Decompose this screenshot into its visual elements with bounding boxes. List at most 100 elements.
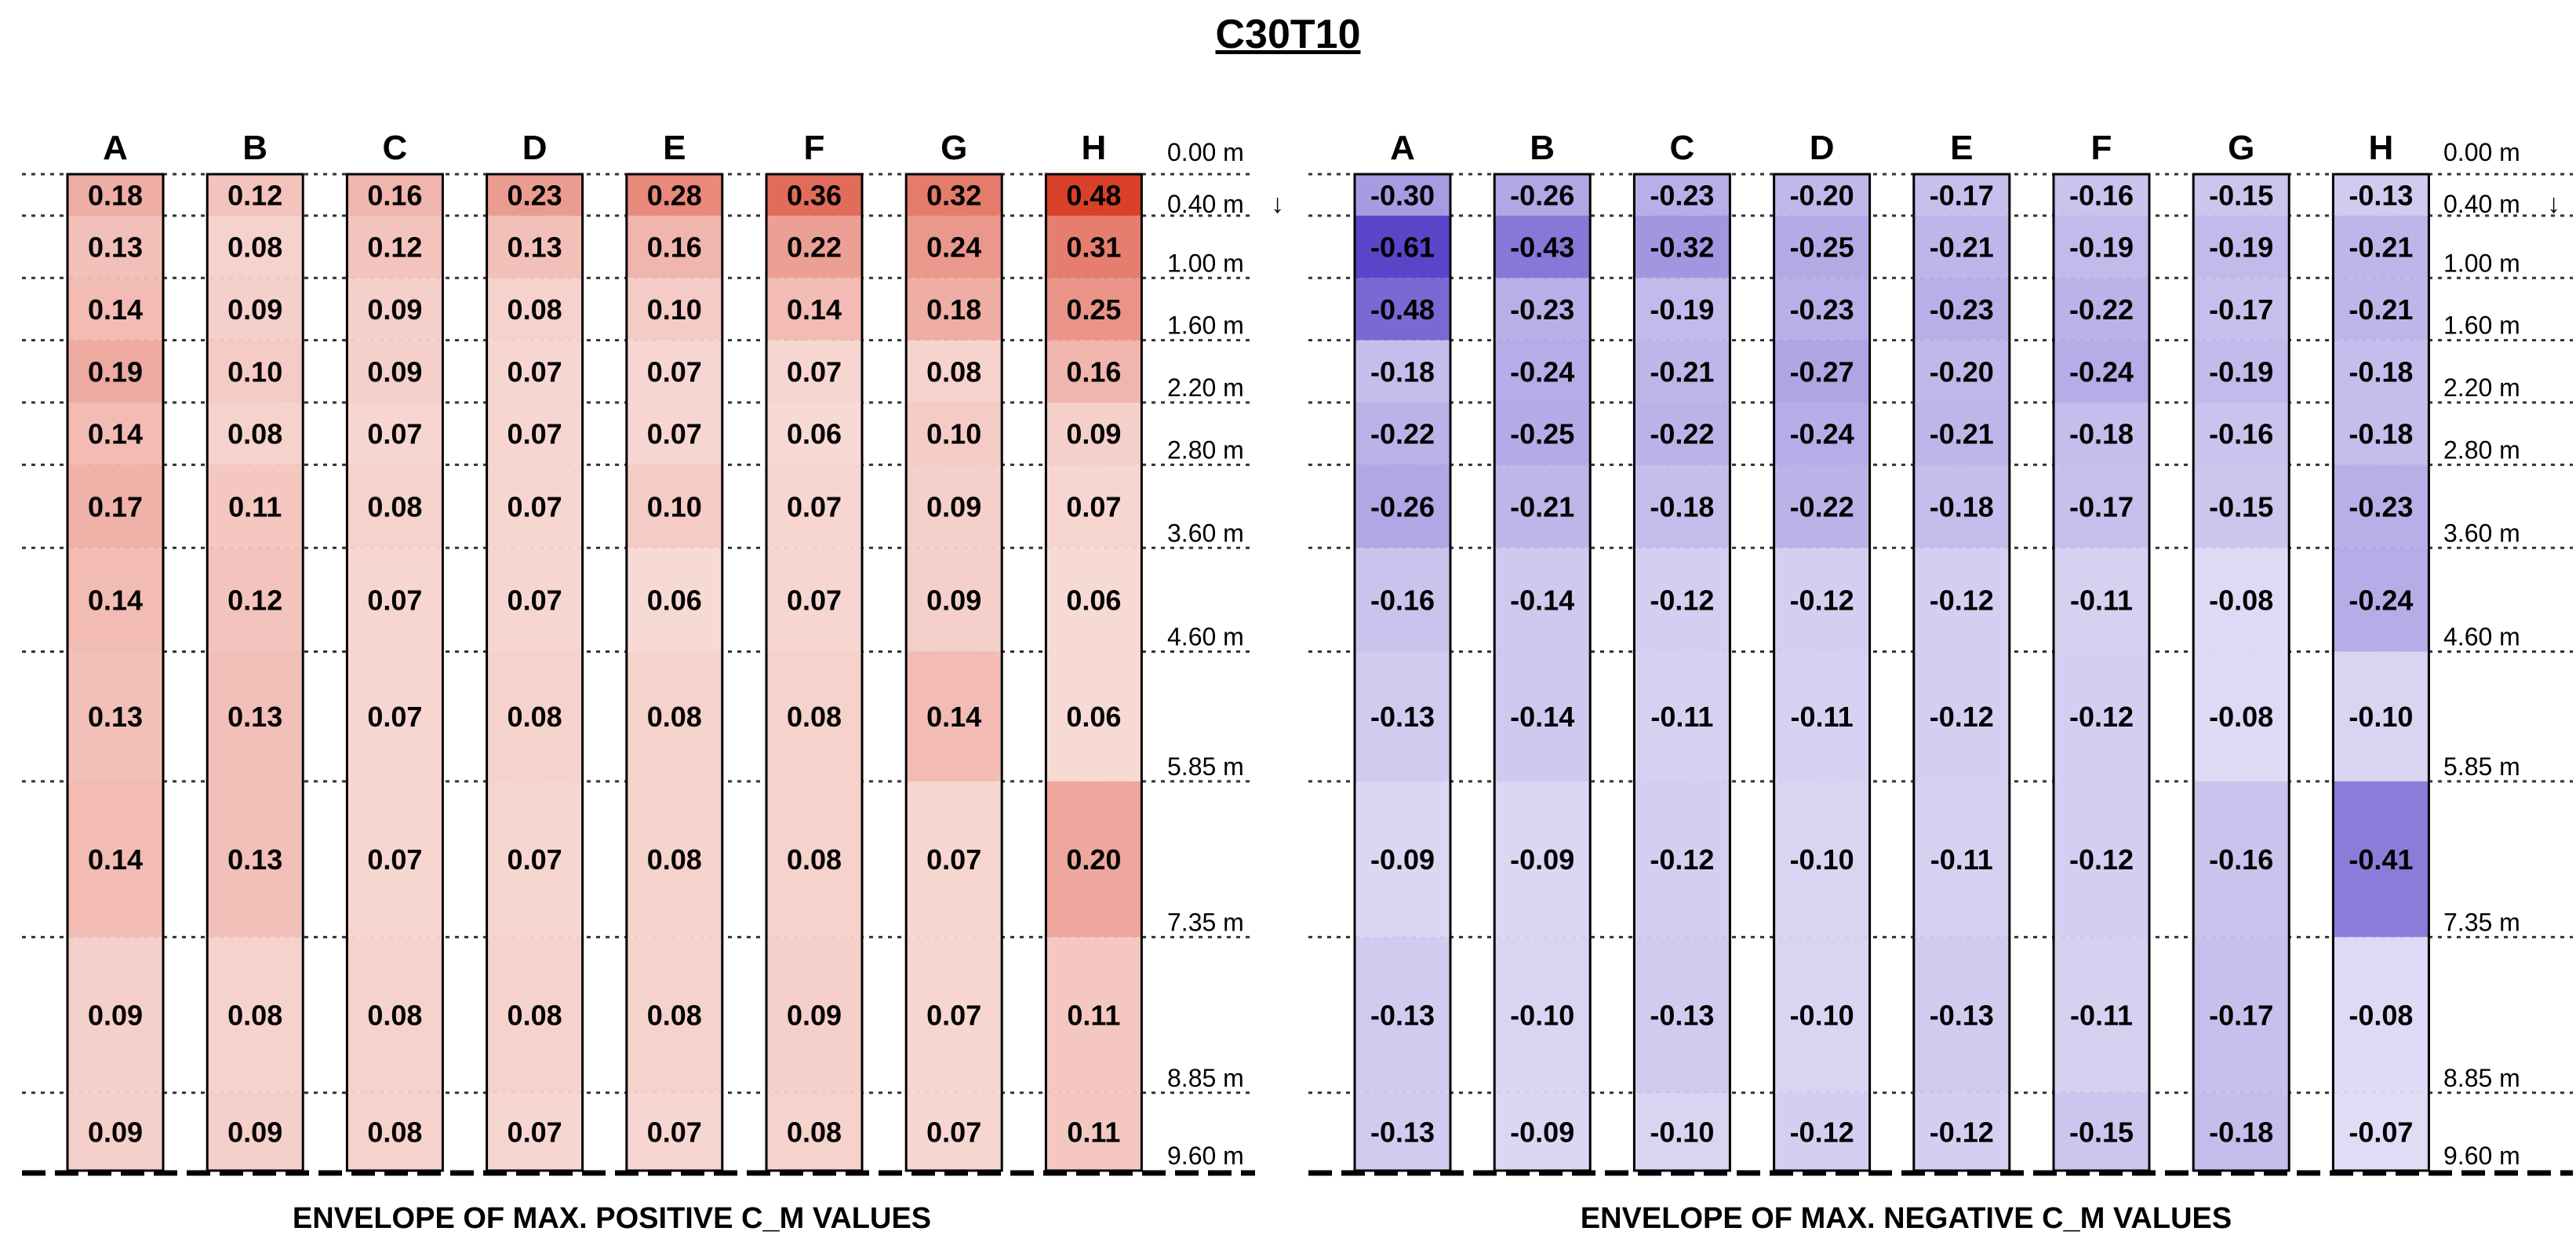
heatmap-cell: [347, 937, 443, 1093]
depth-tick-label: 2.80 m: [1167, 435, 1244, 464]
cell-value-label: 0.13: [88, 231, 143, 264]
heatmap-cell: [1355, 937, 1450, 1093]
heatmap-cell: [207, 402, 304, 465]
heatmap-cell: [1913, 937, 2010, 1093]
cell-value-label: 0.07: [508, 418, 562, 450]
cell-value-label: 0.07: [647, 418, 702, 450]
heatmap-cell: [626, 937, 722, 1093]
heatmap-cell: [1774, 651, 1870, 781]
heatmap-cell: [486, 174, 583, 216]
heatmap-cell: [1913, 651, 2010, 781]
depth-tick-label: 3.60 m: [2443, 519, 2520, 547]
heatmap-cell: [1046, 174, 1142, 216]
cell-value-label: 0.10: [647, 490, 702, 523]
cell-value-label: 0.32: [926, 179, 981, 211]
cell-value-label: -0.18: [2349, 418, 2413, 450]
cell-value-label: 0.07: [508, 1116, 562, 1148]
heatmap-cell: [1046, 781, 1142, 938]
heatmap-cell: [1355, 1092, 1450, 1171]
cell-value-label: 0.07: [787, 584, 842, 616]
cell-value-label: -0.17: [1930, 179, 1994, 211]
cell-value-label: -0.26: [1370, 490, 1435, 523]
depth-tick-label: 4.60 m: [2443, 623, 2520, 651]
cell-value-label: -0.24: [1790, 418, 1854, 450]
heatmap-cell: [1774, 278, 1870, 341]
heatmap-cell: [2193, 781, 2290, 938]
cell-value-label: 0.31: [1066, 231, 1121, 264]
cell-value-label: 0.14: [926, 701, 981, 733]
cell-value-label: 0.07: [926, 843, 981, 876]
heatmap-cell: [766, 402, 862, 465]
depth-tick-label: 2.20 m: [2443, 373, 2520, 402]
heatmap-cell: [1774, 548, 1870, 652]
heatmap-cell: [2054, 781, 2149, 938]
heatmap-cell: [1774, 1092, 1870, 1171]
cell-value-label: -0.16: [2209, 418, 2273, 450]
heatmap-cell: [766, 1092, 862, 1171]
cell-value-label: -0.23: [1650, 179, 1714, 211]
heatmap-cell: [1913, 174, 2010, 216]
heatmap-cell: [626, 340, 722, 403]
cell-value-label: -0.23: [1510, 293, 1574, 326]
heatmap-cell: [1494, 464, 1591, 548]
heatmap-cell: [67, 464, 163, 548]
heatmap-cell: [1046, 937, 1142, 1093]
heatmap-cell: [626, 781, 722, 938]
cell-value-label: 0.09: [787, 1000, 842, 1032]
heatmap-cell: [766, 340, 862, 403]
cell-value-label: 0.22: [787, 231, 842, 264]
column-header-label: F: [804, 129, 825, 167]
depth-tick-label: 3.60 m: [1167, 519, 1244, 547]
heatmap-cell: [906, 548, 1002, 652]
cell-value-label: -0.13: [1650, 1000, 1714, 1032]
depth-tick-label: 1.00 m: [2443, 249, 2520, 277]
column-header-label: G: [941, 129, 967, 167]
heatmap-cell: [2333, 174, 2429, 216]
cell-value-label: -0.12: [1790, 1116, 1854, 1148]
heatmap-cell: [1634, 402, 1730, 465]
cell-value-label: -0.08: [2209, 701, 2273, 733]
column-outline: [625, 173, 724, 1172]
cell-value-label: 0.16: [367, 179, 422, 211]
cell-value-label: -0.41: [2349, 843, 2413, 876]
heatmap-cell: [2054, 1092, 2149, 1171]
heatmap-cell: [207, 651, 304, 781]
cell-value-label: 0.14: [88, 418, 143, 450]
heatmap-cell: [347, 548, 443, 652]
heatmap-cell: [2054, 548, 2149, 652]
heatmap-cell: [2193, 464, 2290, 548]
cell-value-label: -0.32: [1650, 231, 1714, 264]
cell-value-label: -0.11: [2070, 584, 2133, 616]
positive-panel-caption: ENVELOPE OF MAX. POSITIVE C_M VALUES: [292, 1202, 932, 1235]
depth-tick-label: 4.60 m: [1167, 623, 1244, 651]
heatmap-cell: [1634, 174, 1730, 216]
heatmap-cell: [67, 215, 163, 279]
cell-value-label: 0.09: [88, 1116, 143, 1148]
cell-value-label: 0.08: [787, 843, 842, 876]
heatmap-cell: [906, 651, 1002, 781]
heatmap-cell: [2054, 402, 2149, 465]
cell-value-label: 0.07: [926, 1116, 981, 1148]
heatmap-cell: [766, 278, 862, 341]
heatmap-cell: [486, 340, 583, 403]
heatmap-cell: [2193, 215, 2290, 279]
heatmap-cell: [486, 278, 583, 341]
cell-value-label: -0.09: [1510, 843, 1574, 876]
cell-value-label: 0.16: [647, 231, 702, 264]
heatmap-cell: [2193, 278, 2290, 341]
cell-value-label: -0.13: [1370, 701, 1435, 733]
heatmap-cell: [906, 174, 1002, 216]
cell-value-label: 0.08: [926, 355, 981, 388]
cell-value-label: 0.28: [647, 179, 702, 211]
depth-tick-label: 8.85 m: [1167, 1064, 1244, 1092]
heatmap-cell: [1634, 1092, 1730, 1171]
heatmap-cell: [1774, 937, 1870, 1093]
column-header-label: E: [663, 129, 686, 167]
heatmap-cell: [2193, 174, 2290, 216]
heatmap-cell: [207, 937, 304, 1093]
heatmap-cell: [1634, 215, 1730, 279]
cell-value-label: 0.11: [1067, 1000, 1120, 1032]
depth-tick-label: 1.00 m: [1167, 249, 1244, 277]
cell-value-label: -0.19: [2209, 231, 2273, 264]
heatmap-cell: [626, 215, 722, 279]
